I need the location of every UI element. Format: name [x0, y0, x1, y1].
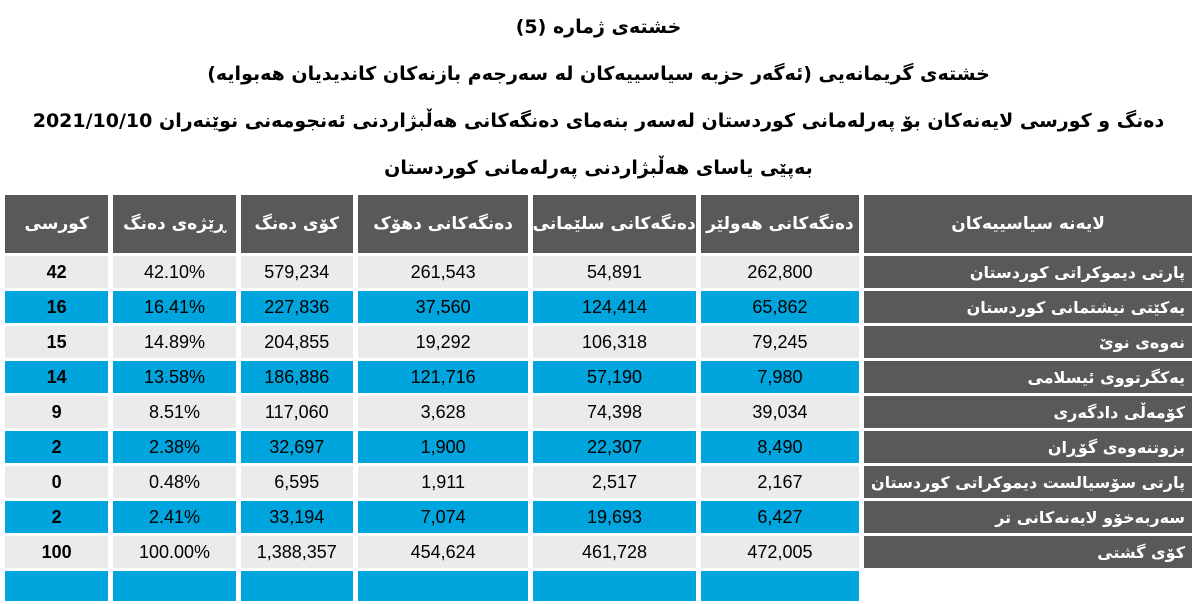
duhok-votes-cell: 19,292 — [357, 326, 529, 358]
table-row: سەربەخۆو لایەنەکانی تر 6,427 19,693 7,07… — [5, 501, 1192, 533]
sulaymaniyah-votes-cell: 57,190 — [533, 361, 696, 393]
vote-percent-cell: 0.48% — [113, 466, 236, 498]
party-name-cell: نەوەی نوێ — [864, 326, 1192, 358]
duhok-votes-cell: 37,560 — [357, 291, 529, 323]
law-subtitle: بەپێی یاسای هەڵبژاردنی پەرلەمانی کوردستا… — [384, 157, 813, 179]
total-row-label-cell: کۆی گشتی — [864, 536, 1192, 568]
total-votes-cell: 117,060 — [240, 396, 353, 428]
total-votes-cell: 6,595 — [240, 466, 353, 498]
sulaymaniyah-votes-cell: 54,891 — [533, 256, 696, 288]
seats-cell: 42 — [5, 256, 109, 288]
col-header-total-votes: کۆی دەنگ — [240, 195, 353, 253]
table-row: پارتی سۆسیالست دیموکراتی کوردستان 2,167 … — [5, 466, 1192, 498]
vote-percent-cell: 2.38% — [113, 431, 236, 463]
table-header-row: لایەنە سیاسییەکان دەنگەکانی هەولێر دەنگە… — [5, 195, 1192, 253]
erbil-votes-cell: 79,245 — [700, 326, 860, 358]
sulaymaniyah-votes-cell: 106,318 — [533, 326, 696, 358]
table-row: پارتی دیموکراتی کوردستان 262,800 54,891 … — [5, 256, 1192, 288]
col-header-erbil-votes: دەنگەکانی هەولێر — [700, 195, 860, 253]
vote-percent-cell: 8.51% — [113, 396, 236, 428]
total-votes-cell: 579,234 — [240, 256, 353, 288]
erbil-votes-cell: 65,862 — [700, 291, 860, 323]
erbil-votes-cell: 39,034 — [700, 396, 860, 428]
duhok-votes-cell: 1,900 — [357, 431, 529, 463]
col-header-seats: کورسی — [5, 195, 109, 253]
seats-cell: 2 — [5, 501, 109, 533]
sulaymaniyah-votes-cell: 74,398 — [533, 396, 696, 428]
duhok-votes-cell: 454,624 — [357, 536, 529, 568]
duhok-votes-cell: 261,543 — [357, 256, 529, 288]
vote-percent-cell: 2.41% — [113, 501, 236, 533]
duhok-votes-cell: 121,716 — [357, 361, 529, 393]
table-row: یەکگرتووی ئیسلامی 7,980 57,190 121,716 1… — [5, 361, 1192, 393]
duhok-votes-cell: 3,628 — [357, 396, 529, 428]
sulaymaniyah-votes-cell: 22,307 — [533, 431, 696, 463]
erbil-votes-cell: 2,167 — [700, 466, 860, 498]
election-results-table: لایەنە سیاسییەکان دەنگەکانی هەولێر دەنگە… — [0, 192, 1197, 604]
sulaymaniyah-votes-cell: 19,693 — [533, 501, 696, 533]
total-votes-cell: 32,697 — [240, 431, 353, 463]
party-name-cell: پارتی دیموکراتی کوردستان — [864, 256, 1192, 288]
vote-percent-cell: 42.10% — [113, 256, 236, 288]
table-total-row: کۆی گشتی 472,005 461,728 454,624 1,388,3… — [5, 536, 1192, 568]
table-row: یەکێتی نیشتمانی کوردستان 65,862 124,414 … — [5, 291, 1192, 323]
col-header-vote-percent: ڕێژەی دەنگ — [113, 195, 236, 253]
party-name-cell: پارتی سۆسیالست دیموکراتی کوردستان — [864, 466, 1192, 498]
vote-percent-cell: 16.41% — [113, 291, 236, 323]
vote-percent-cell: 100.00% — [113, 536, 236, 568]
party-name-cell: بزوتنەوەی گۆڕان — [864, 431, 1192, 463]
total-votes-cell: 1,388,357 — [240, 536, 353, 568]
total-votes-cell: 204,855 — [240, 326, 353, 358]
title-block: خشتەی ژمارە (5) خشتەی گریمانەیی (ئەگەر ح… — [0, 0, 1197, 192]
hypothetical-subtitle: خشتەی گریمانەیی (ئەگەر حزبە سیاسییەکان ل… — [207, 63, 990, 85]
vote-percent-cell: 14.89% — [113, 326, 236, 358]
description-subtitle: دەنگ و کورسی لایەنەکان بۆ پەرلەمانی کورد… — [32, 110, 1165, 132]
sulaymaniyah-votes-cell: 124,414 — [533, 291, 696, 323]
table-number-title: خشتەی ژمارە (5) — [515, 16, 682, 38]
col-header-duhok-votes: دەنگەکانی دهۆک — [357, 195, 529, 253]
clipped-partial-row — [5, 571, 1192, 601]
erbil-votes-cell: 6,427 — [700, 501, 860, 533]
total-votes-cell: 186,886 — [240, 361, 353, 393]
col-header-sulaymaniyah-votes: دەنگەکانی سلێمانی — [533, 195, 696, 253]
table-row: کۆمەڵی دادگەری 39,034 74,398 3,628 117,0… — [5, 396, 1192, 428]
seats-cell: 9 — [5, 396, 109, 428]
sulaymaniyah-votes-cell: 461,728 — [533, 536, 696, 568]
duhok-votes-cell: 7,074 — [357, 501, 529, 533]
table-row: نەوەی نوێ 79,245 106,318 19,292 204,855 … — [5, 326, 1192, 358]
seats-cell: 100 — [5, 536, 109, 568]
seats-cell: 14 — [5, 361, 109, 393]
total-votes-cell: 33,194 — [240, 501, 353, 533]
seats-cell: 0 — [5, 466, 109, 498]
vote-percent-cell: 13.58% — [113, 361, 236, 393]
party-name-cell: یەکگرتووی ئیسلامی — [864, 361, 1192, 393]
duhok-votes-cell: 1,911 — [357, 466, 529, 498]
party-name-cell: کۆمەڵی دادگەری — [864, 396, 1192, 428]
erbil-votes-cell: 8,490 — [700, 431, 860, 463]
seats-cell: 2 — [5, 431, 109, 463]
erbil-votes-cell: 472,005 — [700, 536, 860, 568]
party-name-cell: سەربەخۆو لایەنەکانی تر — [864, 501, 1192, 533]
table-row: بزوتنەوەی گۆڕان 8,490 22,307 1,900 32,69… — [5, 431, 1192, 463]
seats-cell: 16 — [5, 291, 109, 323]
sulaymaniyah-votes-cell: 2,517 — [533, 466, 696, 498]
party-name-cell: یەکێتی نیشتمانی کوردستان — [864, 291, 1192, 323]
erbil-votes-cell: 7,980 — [700, 361, 860, 393]
total-votes-cell: 227,836 — [240, 291, 353, 323]
erbil-votes-cell: 262,800 — [700, 256, 860, 288]
seats-cell: 15 — [5, 326, 109, 358]
col-header-parties: لایەنە سیاسییەکان — [864, 195, 1192, 253]
